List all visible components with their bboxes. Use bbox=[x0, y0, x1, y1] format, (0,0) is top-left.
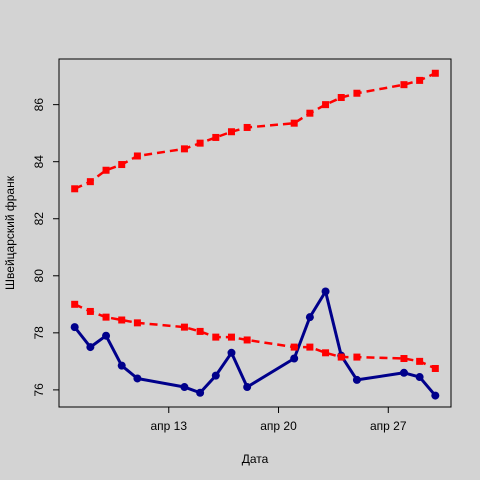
y-axis: 76 78 80 82 84 86 bbox=[32, 98, 59, 397]
y-tick-label: 82 bbox=[32, 212, 46, 226]
data-point bbox=[337, 94, 345, 102]
data-point bbox=[322, 349, 330, 357]
data-point bbox=[212, 333, 220, 341]
data-point bbox=[306, 343, 314, 351]
data-point bbox=[290, 354, 299, 363]
data-point bbox=[211, 371, 220, 380]
x-axis-title: Дата bbox=[242, 452, 269, 466]
data-point bbox=[212, 133, 220, 141]
data-point bbox=[118, 316, 126, 324]
data-point bbox=[353, 89, 361, 97]
data-point bbox=[180, 145, 188, 153]
data-point bbox=[400, 81, 408, 89]
data-point bbox=[227, 333, 235, 341]
data-point bbox=[415, 373, 424, 382]
x-tick-label: апр 13 bbox=[150, 419, 187, 433]
data-point bbox=[305, 313, 314, 322]
plot-frame bbox=[58, 58, 452, 408]
data-point bbox=[118, 161, 126, 169]
data-point bbox=[180, 383, 189, 392]
data-point bbox=[133, 152, 141, 160]
series-line bbox=[74, 72, 436, 190]
data-point bbox=[431, 391, 440, 400]
y-tick-label: 78 bbox=[32, 326, 46, 340]
series-1 bbox=[70, 287, 440, 400]
x-tick-label: апр 20 bbox=[260, 419, 297, 433]
data-point bbox=[243, 336, 251, 344]
y-tick-label: 80 bbox=[32, 269, 46, 283]
series-2 bbox=[71, 300, 439, 372]
data-point bbox=[196, 139, 204, 147]
x-tick-label: апр 27 bbox=[370, 419, 407, 433]
data-point bbox=[227, 128, 235, 136]
data-point bbox=[102, 166, 110, 174]
data-point bbox=[431, 364, 439, 372]
data-point bbox=[133, 319, 141, 327]
data-point bbox=[290, 343, 298, 351]
axes: апр 13 апр 20 апр 27 76 78 80 82 84 86 Дата Шве… bbox=[3, 58, 452, 466]
data-point bbox=[117, 361, 126, 370]
data-point bbox=[102, 313, 110, 321]
data-point bbox=[102, 331, 111, 340]
data-point bbox=[306, 109, 314, 117]
data-point bbox=[86, 307, 94, 315]
data-point bbox=[321, 287, 330, 296]
data-point bbox=[353, 353, 361, 361]
data-point bbox=[196, 388, 205, 397]
data-point bbox=[86, 178, 94, 186]
x-axis: апр 13 апр 20 апр 27 bbox=[150, 407, 407, 433]
y-tick-label: 84 bbox=[32, 155, 46, 169]
data-point bbox=[243, 123, 251, 131]
data-point bbox=[71, 300, 79, 308]
data-point bbox=[322, 101, 330, 109]
y-tick-label: 86 bbox=[32, 98, 46, 112]
data-point bbox=[133, 374, 142, 383]
series-line bbox=[74, 303, 436, 370]
data-point bbox=[352, 375, 361, 384]
data-point bbox=[71, 185, 79, 193]
data-point bbox=[70, 323, 79, 332]
data-point bbox=[400, 355, 408, 363]
data-point bbox=[431, 69, 439, 77]
data-point bbox=[180, 323, 188, 331]
data-point bbox=[416, 357, 424, 365]
data-point bbox=[416, 76, 424, 84]
data-point bbox=[86, 343, 95, 352]
data-point bbox=[399, 368, 408, 377]
data-point bbox=[227, 348, 236, 357]
data-point bbox=[196, 327, 204, 335]
data-point bbox=[243, 383, 252, 392]
data-point bbox=[290, 119, 298, 127]
data-point bbox=[337, 353, 345, 361]
series-line bbox=[73, 289, 437, 397]
series-layer bbox=[70, 69, 440, 400]
y-axis-title: Швейцарский франк bbox=[3, 175, 17, 290]
series-3 bbox=[71, 69, 439, 193]
y-tick-label: 76 bbox=[32, 383, 46, 397]
